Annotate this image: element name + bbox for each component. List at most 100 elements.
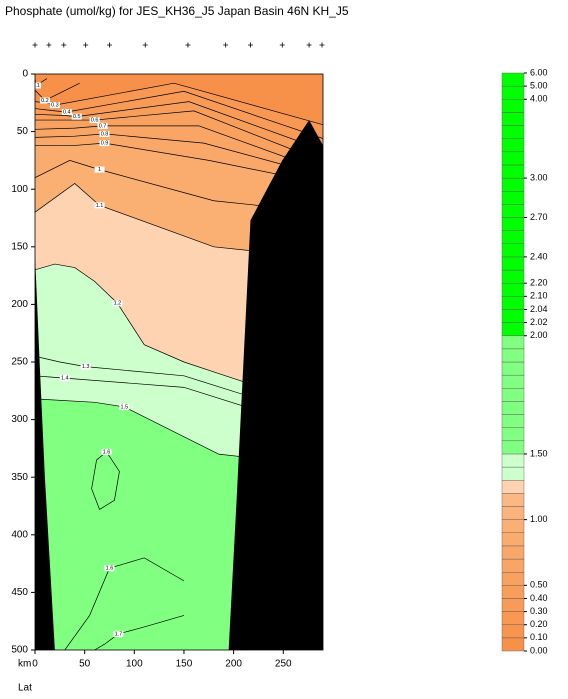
contour-label-bg xyxy=(104,565,115,572)
colorbar-swatch xyxy=(501,401,525,415)
y-tick-label: 100 xyxy=(11,184,28,195)
colorbar-swatch xyxy=(501,624,525,639)
contour-label: 0.7 xyxy=(99,123,107,129)
colorbar-swatch xyxy=(501,282,525,297)
y-tick-label: 300 xyxy=(11,414,28,425)
colorbar-swatch xyxy=(501,348,525,363)
y-tick-label: 500 xyxy=(11,645,28,656)
colorbar-swatch xyxy=(501,85,525,100)
y-tick-label: 200 xyxy=(11,299,28,310)
x-tick-label: 0 xyxy=(32,659,38,670)
colorbar-swatch xyxy=(501,545,525,560)
contour-label-bg xyxy=(89,117,100,124)
colorbar-swatch xyxy=(501,256,525,271)
colorbar-swatch xyxy=(501,309,525,323)
station-marker xyxy=(46,42,52,48)
y-tick-label: 150 xyxy=(11,241,28,252)
x-tick-label: 150 xyxy=(176,659,193,670)
colorbar-swatch xyxy=(501,164,525,179)
contour-label-bg xyxy=(94,166,105,173)
contour-label-bg xyxy=(49,102,60,109)
contour-label: 1.1 xyxy=(96,203,104,209)
x-tick-label: 200 xyxy=(225,659,242,670)
colorbar-swatch xyxy=(501,480,525,494)
colorbar-swatch xyxy=(501,191,525,205)
y-tick-label: 50 xyxy=(17,126,29,137)
colorbar-swatch xyxy=(501,637,525,652)
station-marker xyxy=(106,42,112,48)
contour-label: 0.9 xyxy=(101,141,109,147)
colorbar-swatch xyxy=(501,99,525,113)
colorbar-swatch xyxy=(501,151,525,166)
contour-label-bg xyxy=(119,403,130,410)
colorbar-swatch xyxy=(501,519,525,533)
colorbar-swatch xyxy=(501,466,525,481)
colorbar-swatch xyxy=(501,427,525,442)
x-tick-label: 50 xyxy=(79,659,91,670)
colorbar-swatch xyxy=(501,177,525,192)
station-marker xyxy=(83,42,89,48)
contour-label: 0.3 xyxy=(51,103,59,109)
colorbar-tick-label: 2.40 xyxy=(530,251,548,261)
colorbar-swatch xyxy=(501,72,525,87)
contour-label-bg xyxy=(99,130,110,137)
y-tick-label: 0 xyxy=(22,69,28,80)
x2-axis-label: Lat xyxy=(18,683,32,694)
colorbar-tick-label: 1.00 xyxy=(530,514,548,524)
contour-label: 0.1 xyxy=(32,83,40,89)
station-marker xyxy=(32,42,38,48)
contour-label-bg xyxy=(39,97,50,104)
colorbar-swatch xyxy=(501,440,525,455)
station-marker xyxy=(223,42,229,48)
colorbar-tick-label: 0.00 xyxy=(530,645,548,655)
contour-label-bg xyxy=(71,113,82,120)
colorbar-swatch xyxy=(501,414,525,428)
colorbar-swatch xyxy=(501,532,525,547)
contour-label-bg xyxy=(59,375,70,382)
contour-label: 1.6 xyxy=(103,449,111,455)
colorbar-tick-label: 3.00 xyxy=(530,172,548,182)
bathymetry xyxy=(35,254,55,650)
colorbar-swatch xyxy=(501,322,525,336)
contour-label-bg xyxy=(113,630,124,637)
contour-label-bg xyxy=(61,109,72,116)
contour-label: 1.7 xyxy=(115,631,123,637)
colorbar-swatch xyxy=(501,230,525,244)
colorbar-tick-label: 2.20 xyxy=(530,278,548,288)
x-axis-label: km xyxy=(18,659,31,670)
contour-label: 1.5 xyxy=(121,404,129,410)
y-tick-label: 350 xyxy=(11,472,28,483)
y-tick-label: 450 xyxy=(11,587,28,598)
contour-label: 0.8 xyxy=(101,131,109,137)
colorbar-tick-label: 2.02 xyxy=(530,317,548,327)
colorbar-tick-label: 5.00 xyxy=(530,81,548,91)
colorbar-tick-label: 6.00 xyxy=(530,67,548,77)
colorbar-tick-label: 0.50 xyxy=(530,580,548,590)
contour-label-bg xyxy=(101,448,112,455)
station-marker xyxy=(248,42,254,48)
colorbar-tick-label: 2.10 xyxy=(530,291,548,301)
chart-title: Phosphate (umol/kg) for JES_KH36_J5 Japa… xyxy=(5,4,349,18)
colorbar-swatch xyxy=(501,296,525,310)
colorbar-tick-label: 0.40 xyxy=(530,593,548,603)
station-marker xyxy=(306,42,312,48)
y-tick-label: 400 xyxy=(11,529,28,540)
colorbar-tick-label: 0.10 xyxy=(530,632,548,642)
colorbar-swatch xyxy=(501,361,525,376)
contour-label: 0.4 xyxy=(63,109,71,115)
colorbar-swatch xyxy=(501,204,525,218)
colorbar-tick-label: 1.50 xyxy=(530,448,548,458)
colorbar-swatch xyxy=(501,335,525,350)
contour-label-bg xyxy=(97,122,108,129)
station-marker xyxy=(185,42,191,48)
colorbar-tick-label: 4.00 xyxy=(530,94,548,104)
colorbar-swatch xyxy=(501,243,525,258)
colorbar-swatch xyxy=(501,571,525,586)
contour-label: 0.6 xyxy=(91,118,99,124)
colorbar-swatch xyxy=(501,374,525,389)
station-marker xyxy=(61,42,67,48)
bathymetry xyxy=(228,120,323,650)
contour-label-bg xyxy=(80,363,91,370)
colorbar-swatch xyxy=(501,217,525,231)
